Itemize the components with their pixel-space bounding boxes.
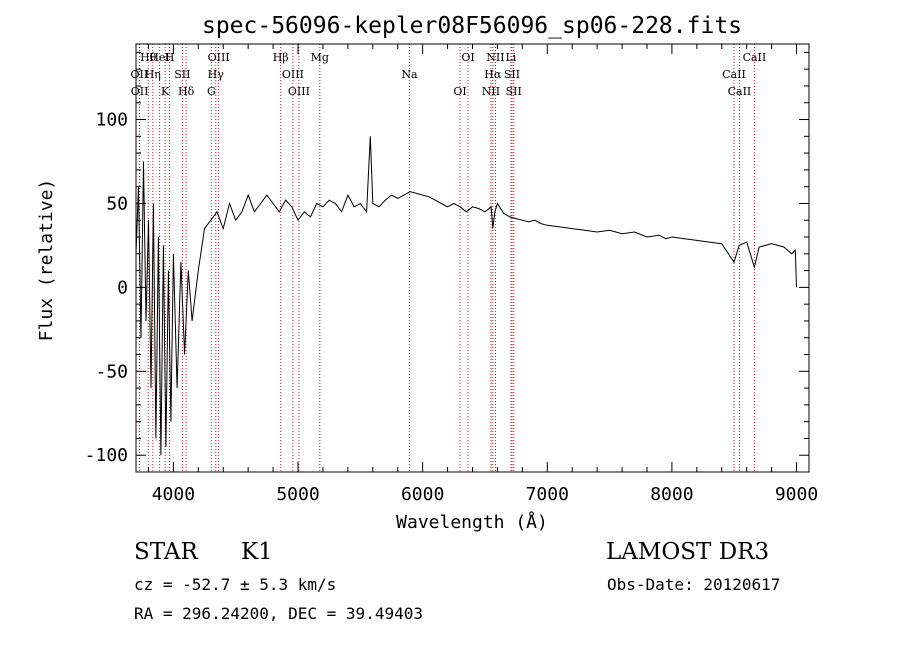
- x-tick-label: 5000: [276, 484, 319, 505]
- line-marker-label: OIII: [288, 85, 310, 98]
- x-axis: 4000 5000 6000 7000 8000 9000: [147, 44, 818, 505]
- x-axis-label: Wavelength (Å): [396, 511, 548, 533]
- line-marker-label: Hη: [145, 68, 161, 81]
- line-marker-label: CaII: [722, 68, 746, 81]
- line-marker-label: HeI: [149, 51, 169, 64]
- x-tick-label: 6000: [401, 484, 444, 505]
- line-label-group: HθOIIOIIHeIHηKHSIIHδOIIIHγGHβOIIIOIIIMgN…: [131, 51, 767, 98]
- line-marker-label: Hθ: [140, 51, 157, 64]
- obs-date: Obs-Date: 20120617: [607, 575, 781, 594]
- line-marker-label: SII: [506, 85, 522, 98]
- x-tick-label: 4000: [152, 484, 195, 505]
- object-class: STAR: [134, 539, 198, 565]
- line-marker-label: NII: [482, 85, 500, 98]
- line-marker-label: K: [161, 85, 170, 98]
- spectrum-series-line: [135, 136, 797, 456]
- line-marker-label: Na: [401, 68, 418, 81]
- x-tick-label: 7000: [526, 484, 569, 505]
- line-marker-label: G: [207, 85, 216, 98]
- y-axis: -100 -50 0 50 100: [85, 51, 809, 466]
- line-marker-label: OIII: [282, 68, 304, 81]
- y-tick-label: 50: [106, 193, 128, 214]
- x-tick-label: 9000: [775, 484, 818, 505]
- line-marker-label: Hβ: [273, 51, 289, 64]
- line-marker-label: H: [165, 51, 175, 64]
- survey-name: LAMOST DR3: [606, 539, 770, 565]
- line-marker-label: OI: [461, 51, 474, 64]
- line-marker-label: CaII: [728, 85, 752, 98]
- line-marker-label: OI: [453, 85, 466, 98]
- line-marker-label: SII: [504, 68, 520, 81]
- y-tick-label: -100: [85, 445, 128, 466]
- plot-frame: [135, 43, 810, 473]
- line-marker-label: CaII: [743, 51, 767, 64]
- y-axis-label: Flux (relative): [36, 179, 57, 342]
- redshift-value: cz = -52.7 ± 5.3 km/s: [134, 575, 337, 594]
- line-marker-label: Hγ: [208, 68, 225, 81]
- line-marker-group: [138, 44, 755, 472]
- x-tick-label: 8000: [650, 484, 693, 505]
- line-marker-label: Hδ: [178, 85, 195, 98]
- line-marker-label: Hα: [484, 68, 502, 81]
- line-marker-label: OII: [131, 68, 149, 81]
- object-subclass: K1: [241, 539, 273, 565]
- line-marker-label: Li: [505, 51, 516, 64]
- y-tick-label: 100: [95, 110, 128, 131]
- y-tick-label: -50: [95, 361, 128, 382]
- coordinates: RA = 296.24200, DEC = 39.49403: [134, 604, 423, 623]
- y-tick-label: 0: [117, 277, 128, 298]
- line-marker-label: OII: [131, 85, 149, 98]
- line-marker-label: SII: [174, 68, 190, 81]
- chart-title: spec-56096-kepler08F56096_sp06-228.fits: [202, 13, 742, 39]
- line-marker-label: OIII: [208, 51, 230, 64]
- line-marker-label: NII: [486, 51, 504, 64]
- line-marker-label: Mg: [311, 51, 329, 64]
